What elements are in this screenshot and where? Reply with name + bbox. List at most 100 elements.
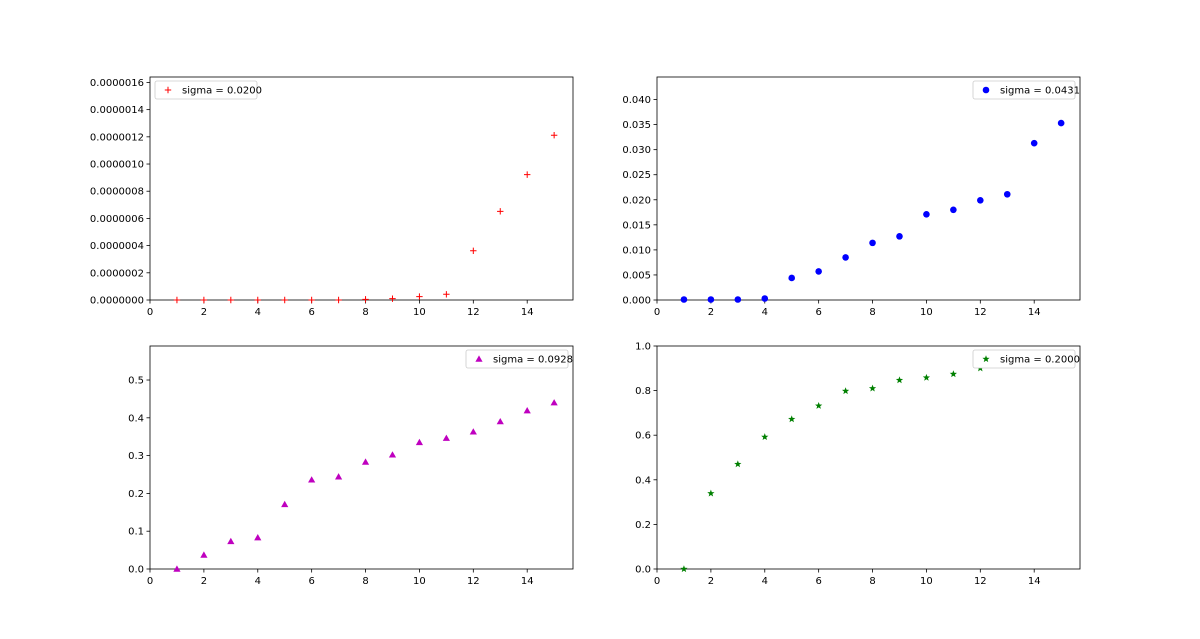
x-tick-label: 0 — [654, 307, 660, 318]
data-point — [361, 458, 370, 465]
y-tick-label: 0.005 — [622, 270, 651, 281]
legend: sigma = 0.0928 — [465, 349, 573, 369]
y-tick-label: 0.0000006 — [90, 214, 144, 225]
x-tick-label: 0 — [654, 576, 660, 587]
data-point — [308, 476, 316, 483]
data-point — [227, 537, 235, 545]
y-tick-label: 0.0000000 — [90, 296, 144, 307]
x-tick-label: 12 — [974, 576, 987, 587]
axes-frame — [656, 76, 1081, 301]
x-tick-label: 10 — [920, 307, 933, 318]
x-tick-label: 2 — [708, 576, 714, 587]
data-point — [416, 293, 423, 300]
legend-box — [972, 349, 1076, 369]
legend: sigma = 0.2000 — [972, 349, 1080, 369]
data-point — [308, 296, 315, 304]
data-point — [841, 387, 850, 395]
data-point — [334, 473, 343, 480]
data-point — [1003, 190, 1011, 198]
data-point — [815, 401, 823, 409]
x-tick-label: 8 — [362, 307, 368, 318]
panel-bottom-right: 0 2 4 6 8 10 12 14 0.0 0.2 0.4 0.6 0.8 1.0 sigma = 0.2… — [635, 342, 1081, 587]
y-tick-label: 0.3 — [128, 451, 144, 462]
x-tick-label: 14 — [521, 307, 534, 318]
y-tick-label: 0.4 — [635, 475, 651, 486]
panel-top-left: 0 2 4 6 8 10 12 14 0.0000000 0.0000002 0.0000004 0.… — [90, 76, 574, 318]
y-tick-label: 0.6 — [635, 431, 651, 442]
x-tick-label: 8 — [362, 576, 368, 587]
y-tick-label: 0.0000014 — [90, 105, 144, 116]
x-tick-label: 14 — [1028, 307, 1041, 318]
x-tick-label: 14 — [1028, 576, 1041, 587]
data-point — [388, 451, 397, 458]
legend-label: sigma = 0.0431 — [1000, 86, 1080, 97]
y-tick-label: 0.0000010 — [90, 160, 144, 171]
x-tick-label: 4 — [255, 307, 261, 318]
data-point — [200, 551, 208, 558]
x-tick-label: 10 — [920, 576, 933, 587]
axes-frame — [149, 345, 574, 570]
legend-box — [972, 80, 1076, 100]
x-tick-label: 12 — [974, 307, 987, 318]
y-tick-label: 0.035 — [622, 120, 651, 131]
data-point — [335, 296, 342, 304]
y-tick-label: 0.0000016 — [90, 78, 144, 89]
x-tick-label: 6 — [308, 576, 314, 587]
x-tick-label: 6 — [308, 307, 314, 318]
legend-marker — [982, 86, 990, 94]
legend-label: sigma = 0.2000 — [1000, 355, 1080, 366]
y-tick-label: 0.8 — [635, 386, 651, 397]
data-point — [281, 500, 289, 508]
data-point — [496, 417, 504, 425]
data-point — [469, 428, 477, 435]
data-point — [761, 295, 769, 302]
y-tick-label: 0.010 — [622, 245, 651, 256]
panel-bottom-left: 0 2 4 6 8 10 12 14 0.0 0.1 0.2 0.3 0.4 0.5 sigma = 0.0… — [128, 345, 574, 587]
data-point — [895, 376, 904, 384]
x-tick-label: 10 — [413, 307, 426, 318]
data-point — [523, 407, 531, 414]
axes-frame — [656, 345, 1081, 570]
x-tick-label: 0 — [147, 576, 153, 587]
x-tick-label: 8 — [869, 576, 875, 587]
y-tick-label: 0.000 — [622, 296, 651, 307]
data-point — [922, 373, 931, 381]
data-point — [523, 171, 531, 178]
x-tick-label: 4 — [255, 576, 261, 587]
y-tick-label: 0.0000008 — [90, 187, 144, 198]
data-point — [1057, 119, 1065, 127]
data-point — [734, 296, 742, 303]
y-tick-label: 0.040 — [622, 95, 651, 106]
data-point — [680, 565, 688, 573]
x-tick-label: 8 — [869, 307, 875, 318]
y-tick-label: 0.015 — [622, 220, 651, 231]
data-point — [896, 233, 903, 240]
data-point — [227, 296, 235, 304]
data-point — [869, 239, 876, 247]
x-tick-label: 4 — [762, 307, 768, 318]
x-tick-label: 6 — [815, 576, 821, 587]
data-point — [761, 433, 769, 441]
data-point — [415, 438, 424, 446]
legend: sigma = 0.0200 — [154, 80, 262, 100]
data-point — [788, 274, 796, 282]
x-tick-label: 2 — [201, 576, 207, 587]
x-tick-label: 14 — [521, 576, 534, 587]
y-tick-label: 0.5 — [128, 376, 144, 387]
y-tick-label: 0.020 — [622, 195, 651, 206]
data-point — [707, 296, 715, 303]
x-tick-label: 12 — [467, 307, 480, 318]
legend-marker — [164, 86, 172, 94]
y-tick-label: 1.0 — [635, 342, 651, 353]
y-tick-label: 0.0000012 — [90, 132, 144, 143]
data-point — [977, 196, 984, 204]
data-point — [254, 534, 262, 541]
data-point — [550, 131, 558, 139]
y-tick-label: 0.4 — [128, 413, 144, 424]
data-point — [281, 296, 288, 304]
y-tick-label: 0.0000004 — [90, 241, 144, 252]
data-point — [680, 296, 688, 303]
y-tick-label: 0.2 — [128, 489, 144, 500]
data-point — [842, 254, 849, 261]
x-tick-label: 2 — [201, 307, 207, 318]
